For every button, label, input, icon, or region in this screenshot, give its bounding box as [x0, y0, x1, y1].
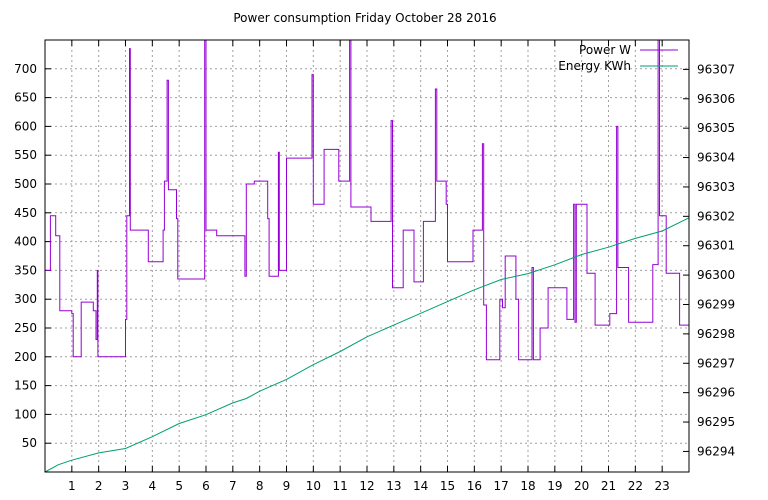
- y-tick-label: 550: [14, 148, 37, 162]
- axis-ticks: 1 2 3 4 5 6 7 8 9 10 11 12 13 14 15 16 17 18 19 20 21 22 23501…: [14, 40, 735, 493]
- x-tick-label: 1: [68, 479, 76, 493]
- x-tick-label: 6: [202, 479, 210, 493]
- x-tick-label: 9: [283, 479, 291, 493]
- x-tick-label: 16: [467, 479, 482, 493]
- y2-tick-label: 96304: [697, 151, 735, 165]
- legend-label: Power W: [579, 43, 631, 57]
- legend: Power W Energy KWh: [558, 43, 678, 73]
- y2-tick-label: 96302: [697, 209, 735, 223]
- y2-tick-label: 96307: [697, 62, 735, 76]
- y2-tick-label: 96298: [697, 327, 735, 341]
- x-tick-label: 14: [413, 479, 428, 493]
- x-tick-label: 3: [122, 479, 130, 493]
- legend-label: Energy KWh: [558, 59, 631, 73]
- y-tick-label: 500: [14, 177, 37, 191]
- series-line-energy: [44, 217, 690, 473]
- x-tick-label: 13: [386, 479, 401, 493]
- x-tick-label: 8: [256, 479, 264, 493]
- y-tick-label: 300: [14, 292, 37, 306]
- x-tick-label: 21: [601, 479, 616, 493]
- y-tick-label: 150: [14, 379, 37, 393]
- x-tick-label: 12: [359, 479, 374, 493]
- x-tick-label: 20: [574, 479, 589, 493]
- y-tick-label: 400: [14, 235, 37, 249]
- y2-tick-label: 96295: [697, 415, 735, 429]
- y-tick-label: 250: [14, 321, 37, 335]
- x-tick-label: 17: [494, 479, 509, 493]
- series-lines: [44, 39, 690, 473]
- x-tick-label: 2: [95, 479, 103, 493]
- x-tick-label: 11: [333, 479, 348, 493]
- x-tick-label: 18: [520, 479, 535, 493]
- y2-tick-label: 96301: [697, 239, 735, 253]
- y-tick-label: 700: [14, 62, 37, 76]
- y-tick-label: 650: [14, 91, 37, 105]
- x-tick-label: 15: [440, 479, 455, 493]
- y2-tick-label: 96306: [697, 92, 735, 106]
- series-line-power: [45, 39, 689, 361]
- x-tick-label: 7: [229, 479, 237, 493]
- y-tick-label: 450: [14, 206, 37, 220]
- x-tick-label: 4: [149, 479, 157, 493]
- y2-tick-label: 96296: [697, 386, 735, 400]
- y-tick-label: 100: [14, 407, 37, 421]
- plot-frame: [44, 39, 690, 473]
- y-tick-label: 50: [22, 436, 37, 450]
- x-tick-label: 5: [175, 479, 183, 493]
- y-tick-label: 600: [14, 119, 37, 133]
- y2-tick-label: 96294: [697, 444, 735, 458]
- y2-tick-label: 96305: [697, 121, 735, 135]
- y2-tick-label: 96297: [697, 356, 735, 370]
- y-tick-label: 200: [14, 350, 37, 364]
- x-tick-label: 22: [628, 479, 643, 493]
- y2-tick-label: 96303: [697, 180, 735, 194]
- chart-title: Power consumption Friday October 28 2016: [233, 11, 496, 25]
- x-tick-label: 23: [655, 479, 670, 493]
- x-tick-label: 19: [547, 479, 562, 493]
- y-tick-label: 350: [14, 263, 37, 277]
- x-tick-label: 10: [306, 479, 321, 493]
- y2-tick-label: 96299: [697, 297, 735, 311]
- y2-tick-label: 96300: [697, 268, 735, 282]
